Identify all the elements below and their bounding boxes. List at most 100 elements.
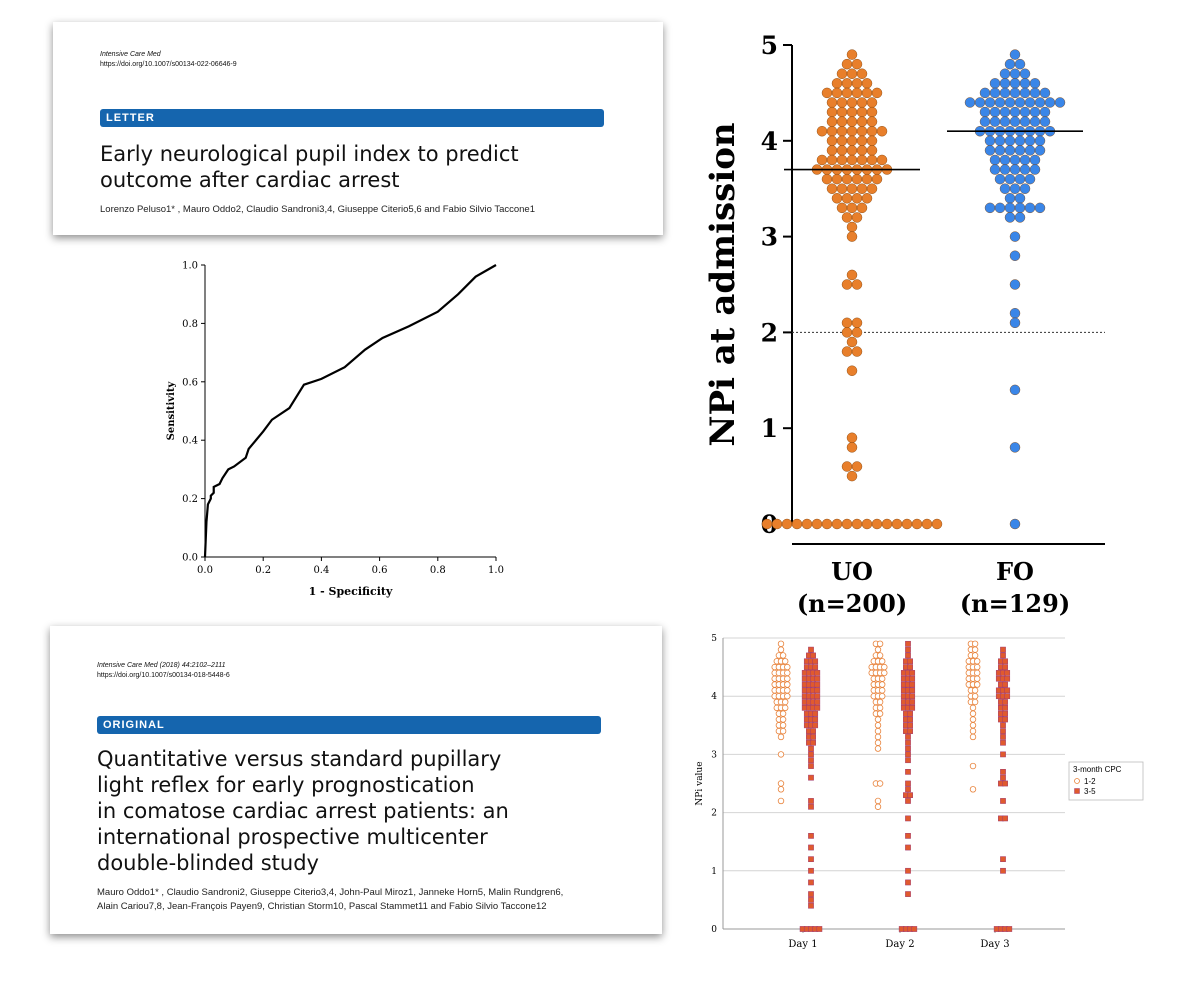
data-point	[836, 68, 848, 79]
data-point	[905, 844, 911, 851]
data-point	[841, 212, 853, 223]
data-point	[1014, 58, 1026, 70]
data-point	[1004, 193, 1016, 204]
data-point	[826, 116, 838, 127]
data-point	[851, 87, 863, 99]
data-point	[841, 78, 853, 89]
data-point	[841, 87, 853, 99]
data-point	[905, 833, 911, 839]
data-point	[1000, 734, 1006, 740]
data-point	[779, 722, 787, 729]
data-point	[874, 722, 882, 729]
data-point	[1002, 699, 1008, 705]
data-point	[784, 687, 791, 694]
y-tick-label: 3	[711, 750, 717, 760]
data-point	[1004, 202, 1016, 214]
data-point	[1014, 202, 1026, 214]
author-list: Lorenzo Peluso1* , Mauro Oddo2, Claudio …	[100, 203, 535, 217]
data-point	[909, 687, 916, 694]
data-point	[826, 154, 838, 166]
data-point	[874, 727, 882, 735]
paper-title-line: Quantitative versus standard pupillary	[97, 747, 502, 771]
data-point	[1000, 867, 1006, 874]
data-point	[969, 704, 977, 712]
data-point	[1014, 173, 1026, 185]
legend-marker	[1074, 788, 1080, 794]
data-point	[841, 461, 853, 472]
data-point	[841, 518, 853, 530]
data-point	[1000, 728, 1006, 734]
article-type-bar: ORIGINAL	[97, 716, 601, 734]
data-point	[874, 739, 882, 746]
doi-link[interactable]: https://doi.org/10.1007/s00134-022-06646…	[100, 60, 237, 68]
data-point	[781, 658, 789, 665]
data-point	[909, 681, 916, 688]
y-tick-label: 0.6	[182, 377, 198, 388]
data-point	[814, 687, 821, 694]
data-point	[905, 745, 911, 752]
data-point	[969, 710, 977, 717]
doi-link[interactable]: https://doi.org/10.1007/s00134-018-5448-…	[97, 671, 230, 679]
data-point	[901, 518, 913, 530]
data-point	[1000, 798, 1006, 804]
data-point	[974, 669, 981, 677]
data-point	[905, 867, 911, 874]
data-point	[905, 652, 911, 659]
data-point	[874, 733, 882, 741]
data-point	[836, 145, 848, 156]
y-tick-label: 1	[761, 414, 778, 443]
data-point	[1009, 518, 1021, 530]
data-point	[812, 722, 819, 729]
data-point	[826, 135, 838, 147]
data-point	[1009, 78, 1021, 89]
data-point	[907, 728, 913, 734]
data-point	[866, 154, 878, 166]
data-point	[876, 698, 884, 706]
data-point	[1002, 658, 1008, 665]
data-point	[874, 646, 882, 653]
data-point	[841, 346, 853, 357]
y-tick-label: 0	[711, 925, 717, 935]
data-point	[1019, 116, 1031, 127]
data-point	[846, 231, 858, 242]
data-point	[846, 221, 858, 233]
article-type-label: ORIGINAL	[103, 719, 165, 731]
data-point	[808, 897, 814, 903]
data-point	[878, 675, 886, 682]
data-point	[971, 698, 979, 706]
data-point	[851, 193, 863, 204]
data-point	[779, 652, 787, 659]
data-point	[841, 173, 853, 185]
data-point	[814, 693, 821, 700]
data-point	[1019, 183, 1031, 194]
data-point	[856, 135, 868, 147]
data-point	[808, 798, 814, 804]
data-point	[812, 710, 819, 717]
y-tick-label: 2	[711, 809, 717, 819]
data-point	[921, 518, 933, 530]
data-point	[784, 675, 791, 682]
data-point	[861, 173, 873, 185]
data-point	[874, 797, 882, 805]
data-point	[999, 87, 1011, 99]
data-point	[808, 774, 814, 781]
data-point	[808, 763, 814, 769]
data-point	[866, 183, 878, 194]
data-point	[905, 739, 911, 746]
data-point	[989, 164, 1001, 175]
data-point	[905, 751, 911, 758]
data-point	[1034, 202, 1046, 214]
data-point	[911, 926, 918, 932]
data-point	[1039, 116, 1051, 127]
data-point	[1019, 164, 1031, 175]
data-point	[1004, 675, 1011, 682]
data-point	[874, 745, 882, 752]
data-point	[1034, 145, 1046, 156]
legend-box	[1068, 761, 1144, 801]
data-point	[1009, 317, 1021, 329]
data-point	[1002, 716, 1008, 723]
x-tick-label: 1.0	[488, 565, 504, 576]
data-point	[969, 733, 977, 741]
paper-title: Quantitative versus standard pupillary l…	[97, 746, 509, 876]
data-point	[784, 692, 791, 700]
